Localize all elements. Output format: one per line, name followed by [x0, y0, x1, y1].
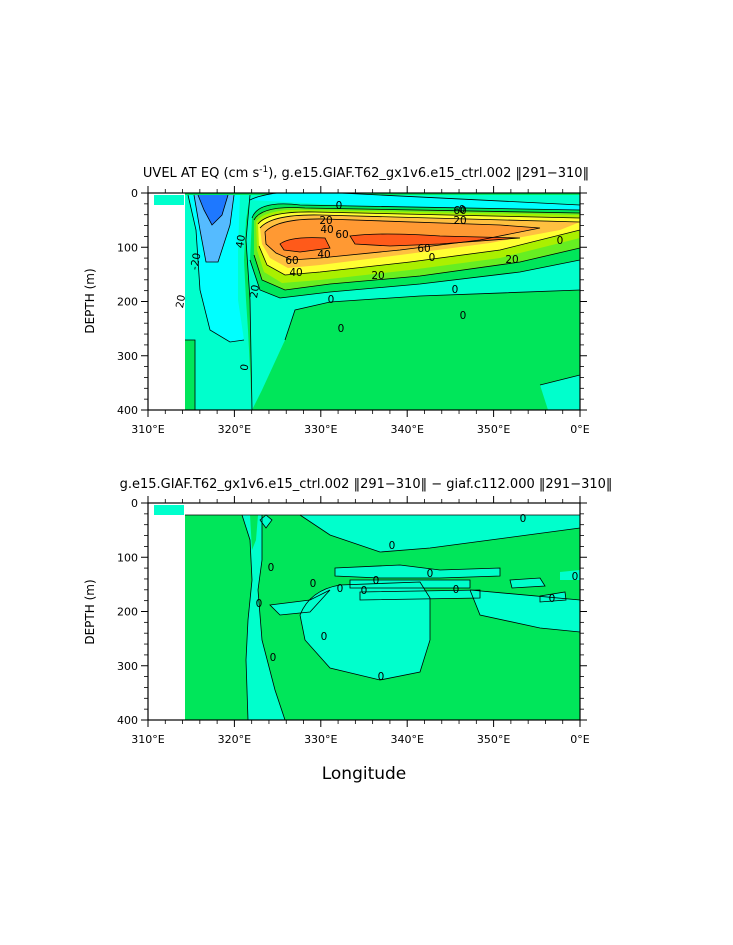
- contour-label: 20: [453, 215, 466, 227]
- contour-label: 60: [335, 229, 348, 241]
- x-tick-label: 340°E: [390, 733, 423, 746]
- x-tick-label: 0°E: [570, 733, 589, 746]
- contour-label: 40: [320, 224, 333, 236]
- contour-label: 60: [417, 243, 430, 255]
- y-tick-label: 300: [117, 660, 138, 673]
- contour-label: 0: [389, 540, 396, 552]
- contour-label: 0: [336, 200, 343, 212]
- bottom-contour-fill: [148, 503, 580, 720]
- contour-label: 0: [321, 631, 328, 643]
- x-tick-label: 310°E: [131, 423, 164, 436]
- contour-label: 0: [337, 583, 344, 595]
- contour-label: 0: [256, 598, 263, 610]
- contour-label: 0: [268, 562, 275, 574]
- x-tick-label: 0°E: [570, 423, 589, 436]
- top-ylabel: DEPTH (m): [83, 268, 97, 333]
- contour-label: 0: [459, 204, 466, 216]
- contour-label: 0: [557, 235, 564, 247]
- contour-label: 40: [317, 249, 330, 261]
- top-contour-lines: [185, 193, 580, 410]
- contour-label: 20: [371, 270, 384, 282]
- y-tick-label: 200: [117, 296, 138, 309]
- contour-label: 0: [427, 568, 434, 580]
- panel-bottom: g.e15.GIAF.T62_gx1v6.e15_ctrl.002 ‖291−3…: [83, 477, 612, 784]
- contour-label: 0: [361, 585, 368, 597]
- contour-label: 20: [505, 254, 518, 266]
- contour-label: 0: [429, 252, 436, 264]
- x-tick-label: 350°E: [477, 423, 510, 436]
- bottom-title: g.e15.GIAF.T62_gx1v6.e15_ctrl.002 ‖291−3…: [120, 477, 613, 492]
- contour-label: 0: [572, 571, 579, 583]
- y-tick-label: 300: [117, 350, 138, 363]
- x-tick-label: 330°E: [304, 733, 337, 746]
- contour-label: 20: [174, 294, 188, 309]
- contour-label: 60: [285, 255, 298, 267]
- contour-label: 20: [248, 284, 262, 299]
- contour-label: 0: [338, 323, 345, 335]
- contour-label: 0: [328, 294, 335, 306]
- y-tick-label: 0: [131, 497, 138, 510]
- contour-label: 0: [520, 513, 527, 525]
- bottom-ylabel: DEPTH (m): [83, 579, 97, 644]
- x-tick-label: 340°E: [390, 423, 423, 436]
- contour-label: 0: [453, 584, 460, 596]
- contour-label: 40: [234, 234, 248, 249]
- contour-label: 0: [239, 363, 252, 372]
- panel-top: UVEL AT EQ (cm s-1), g.e15.GIAF.T62_gx1v…: [83, 165, 590, 436]
- bottom-contour-lines: [185, 514, 580, 720]
- top-title: UVEL AT EQ (cm s-1), g.e15.GIAF.T62_gx1v…: [143, 165, 589, 181]
- contour-label: 0: [378, 671, 385, 683]
- contour-label: 40: [289, 267, 302, 279]
- contour-label: 0: [460, 310, 467, 322]
- bottom-xlabel: Longitude: [322, 764, 407, 784]
- contour-label: 0: [310, 578, 317, 590]
- y-tick-label: 100: [117, 241, 138, 254]
- contour-label: 60: [453, 205, 466, 217]
- contour-label: 0: [270, 652, 277, 664]
- contour-label: 0: [452, 284, 459, 296]
- contour-label: -20: [189, 252, 204, 271]
- x-tick-label: 320°E: [218, 733, 251, 746]
- y-tick-label: 100: [117, 551, 138, 564]
- y-tick-label: 200: [117, 606, 138, 619]
- top-ticks: 310°E 320°E 330°E 340°E 350°E 0°E010020030040…: [117, 186, 590, 436]
- y-tick-label: 0: [131, 187, 138, 200]
- x-tick-label: 310°E: [131, 733, 164, 746]
- y-tick-label: 400: [117, 404, 138, 417]
- bottom-ticks: 310°E 320°E 330°E 340°E 350°E 0°E 0 100 200 300 40…: [117, 496, 590, 746]
- contour-label: 0: [549, 593, 556, 605]
- y-tick-label: 400: [117, 714, 138, 727]
- x-tick-label: 330°E: [304, 423, 337, 436]
- x-tick-label: 350°E: [477, 733, 510, 746]
- contour-label: 20: [319, 215, 332, 227]
- contour-label: 0: [373, 575, 380, 587]
- x-tick-label: 320°E: [218, 423, 251, 436]
